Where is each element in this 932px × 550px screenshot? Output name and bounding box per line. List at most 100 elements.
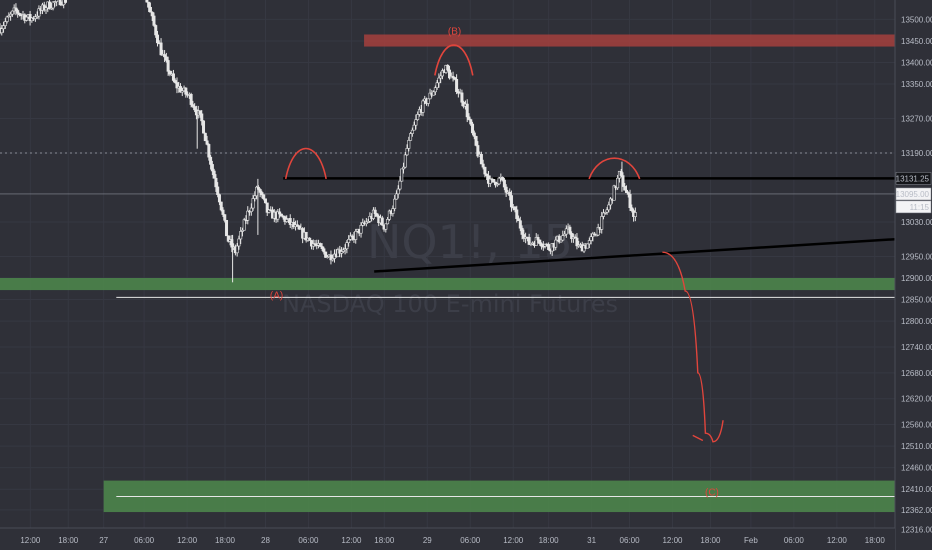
candle [589, 233, 593, 245]
y-tick-label: 13450.00 [901, 37, 932, 46]
candle [148, 2, 152, 13]
candle-body [58, 0, 62, 6]
candle-body [557, 235, 561, 243]
candle-body [547, 244, 551, 250]
y-tick-label: 12316.00 [901, 526, 932, 535]
candle [246, 206, 250, 225]
candle-body [460, 92, 464, 103]
candle [594, 234, 598, 237]
candle-body [601, 212, 605, 217]
drawings: (A) (B) (C) [270, 26, 896, 499]
candle-body [304, 231, 308, 241]
candle [347, 235, 351, 247]
candle [373, 207, 377, 217]
candle [416, 111, 420, 121]
candle-body [554, 239, 558, 248]
projection-tick [692, 434, 704, 442]
y-tick-label: 12560.00 [901, 421, 932, 430]
y-tick-label: 13500.00 [901, 15, 932, 24]
candle [163, 50, 167, 63]
candle-body [589, 236, 593, 241]
candle-body [538, 239, 542, 245]
candle-body [384, 223, 388, 230]
candle-body [513, 206, 517, 211]
candle [393, 195, 397, 212]
candle [329, 250, 333, 265]
candle-body [49, 7, 53, 10]
candle-body [485, 173, 489, 177]
y-tick-label: 12680.00 [901, 369, 932, 378]
candle [150, 11, 154, 21]
candle [409, 131, 413, 141]
candle-body [168, 71, 172, 75]
candle-body [440, 70, 444, 77]
candle [612, 184, 616, 201]
candle [171, 69, 175, 83]
trendline [374, 237, 896, 273]
candle [341, 247, 345, 254]
candle-body [451, 76, 455, 78]
candle-body [173, 80, 177, 83]
candle-body [536, 237, 540, 241]
candle [16, 8, 20, 18]
candle [628, 189, 632, 211]
candle [403, 152, 407, 169]
candle-body [320, 246, 324, 250]
candle-body [570, 233, 574, 239]
candle-body [297, 225, 301, 230]
candle [426, 98, 430, 107]
candle [538, 239, 542, 246]
candle [483, 166, 487, 178]
candle-body [433, 87, 437, 93]
candle-body [30, 17, 34, 22]
candle [253, 191, 257, 202]
candle-body [587, 240, 591, 245]
candle-body [219, 201, 223, 211]
candle [605, 207, 609, 215]
candle-body [439, 75, 443, 79]
candle-body [10, 10, 14, 15]
candle-body [633, 212, 637, 217]
candle [173, 78, 177, 84]
y-tick-label: 12620.00 [901, 395, 932, 404]
candle [200, 110, 204, 126]
x-axis[interactable]: 12:00 18:00 27 06:00 12:00 18:00 28 06:00 12:00 1… [0, 527, 895, 550]
candle [320, 243, 324, 251]
candle [154, 24, 158, 38]
y-tick-label: 12460.00 [901, 464, 932, 473]
candle-body [331, 258, 335, 261]
candle-body [612, 185, 616, 201]
candle [258, 188, 262, 198]
x-tick-label: 18:00 [865, 536, 886, 545]
candle [497, 176, 501, 186]
candle [5, 15, 9, 24]
x-tick-label: 28 [261, 536, 270, 545]
candle-body [375, 213, 379, 217]
candle [561, 230, 565, 241]
candle-body [9, 13, 13, 17]
candle [28, 10, 32, 26]
x-tick-label: 18:00 [700, 536, 721, 545]
y-tick-label: 13270.00 [901, 115, 932, 124]
candle [17, 12, 21, 17]
candle-body [481, 163, 485, 168]
candle-body [210, 164, 214, 172]
candle [168, 70, 172, 77]
candle-body [373, 209, 377, 214]
candle-body [456, 91, 460, 94]
candle-body [494, 181, 498, 186]
candle [541, 241, 545, 251]
candle [630, 204, 634, 213]
candle [207, 143, 211, 161]
candle-body [7, 15, 11, 18]
y-axis[interactable]: 13500.00 13450.00 13400.00 13350.00 13270.00… [894, 0, 932, 550]
candle [209, 154, 213, 170]
candle-body [2, 25, 6, 30]
candle [601, 209, 605, 220]
candle [42, 1, 46, 12]
wave-label: (C) [705, 488, 719, 499]
candle [223, 214, 227, 223]
candle-body [3, 21, 7, 26]
x-axis-background [0, 528, 895, 550]
